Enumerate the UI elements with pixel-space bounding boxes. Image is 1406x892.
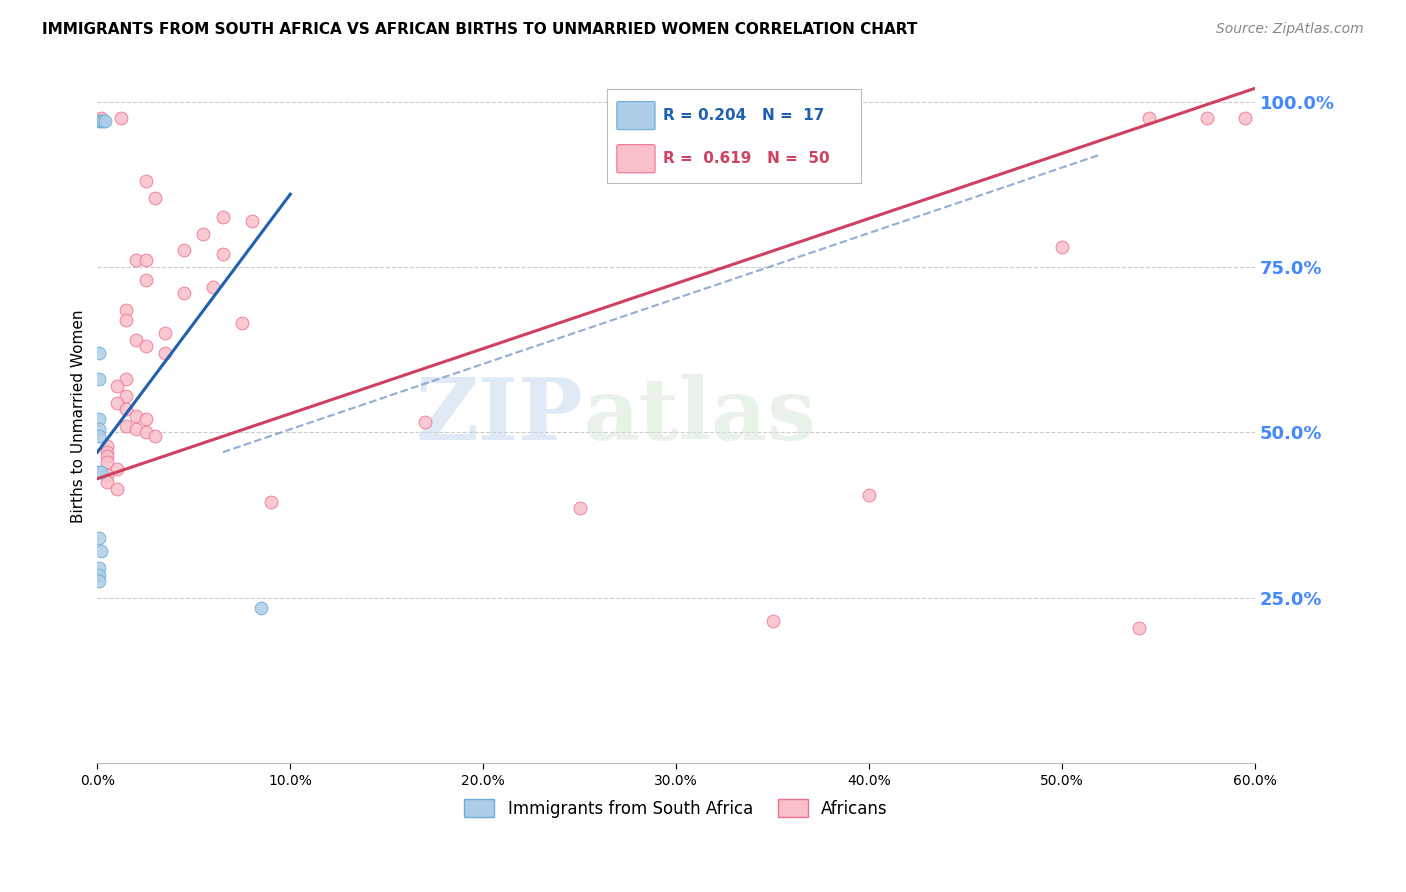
Point xyxy=(211,211,233,225)
Point xyxy=(211,246,233,260)
Point xyxy=(89,574,111,589)
Point xyxy=(135,253,157,268)
Point xyxy=(115,313,138,327)
Point xyxy=(94,114,117,128)
Point xyxy=(858,488,880,502)
Point xyxy=(153,346,176,360)
Point xyxy=(115,303,138,318)
Point xyxy=(135,339,157,353)
Point xyxy=(125,253,148,268)
Y-axis label: Births to Unmarried Women: Births to Unmarried Women xyxy=(72,309,86,523)
Point xyxy=(260,495,283,509)
Point xyxy=(231,316,253,330)
Point xyxy=(91,114,114,128)
Point xyxy=(135,174,157,188)
Point xyxy=(90,114,112,128)
Point xyxy=(1195,111,1218,125)
Text: Source: ZipAtlas.com: Source: ZipAtlas.com xyxy=(1216,22,1364,37)
Point xyxy=(105,462,128,476)
Point xyxy=(89,412,111,426)
Point xyxy=(115,402,138,417)
Point xyxy=(105,395,128,409)
Point xyxy=(89,114,111,128)
Text: IMMIGRANTS FROM SOUTH AFRICA VS AFRICAN BIRTHS TO UNMARRIED WOMEN CORRELATION CH: IMMIGRANTS FROM SOUTH AFRICA VS AFRICAN … xyxy=(42,22,918,37)
Point xyxy=(89,428,111,442)
Point xyxy=(143,428,166,442)
Point xyxy=(89,567,111,582)
Point xyxy=(89,531,111,545)
Point xyxy=(415,416,437,430)
Legend: Immigrants from South Africa, Africans: Immigrants from South Africa, Africans xyxy=(458,793,894,824)
Point xyxy=(89,465,111,479)
Point xyxy=(105,482,128,496)
Point xyxy=(568,501,591,516)
Text: atlas: atlas xyxy=(583,374,815,458)
Point xyxy=(135,412,157,426)
Point xyxy=(96,449,118,463)
Point xyxy=(1050,240,1073,254)
Point xyxy=(115,372,138,386)
Point xyxy=(173,244,195,258)
Point xyxy=(96,439,118,453)
Point xyxy=(173,286,195,301)
Point xyxy=(1137,111,1160,125)
Point xyxy=(761,614,783,628)
Point xyxy=(125,333,148,347)
Point xyxy=(96,475,118,489)
Point xyxy=(105,379,128,393)
Point xyxy=(96,445,118,459)
Point xyxy=(115,418,138,433)
Point xyxy=(90,544,112,558)
Point xyxy=(89,346,111,360)
Point xyxy=(143,190,166,204)
Point xyxy=(202,280,225,294)
Point xyxy=(115,389,138,403)
Point xyxy=(89,422,111,436)
Point xyxy=(90,465,112,479)
Point xyxy=(125,409,148,423)
Text: ZIP: ZIP xyxy=(416,374,583,458)
Point xyxy=(89,372,111,386)
Point xyxy=(96,468,118,483)
Point xyxy=(135,425,157,440)
Point xyxy=(1234,111,1257,125)
Point xyxy=(250,600,273,615)
Point xyxy=(135,273,157,287)
Point xyxy=(193,227,215,241)
Point xyxy=(240,213,263,227)
Point xyxy=(125,422,148,436)
Point xyxy=(153,326,176,340)
Point xyxy=(96,455,118,469)
Point xyxy=(1128,620,1150,634)
Point xyxy=(110,111,132,125)
Point xyxy=(90,111,112,125)
Point xyxy=(89,561,111,575)
